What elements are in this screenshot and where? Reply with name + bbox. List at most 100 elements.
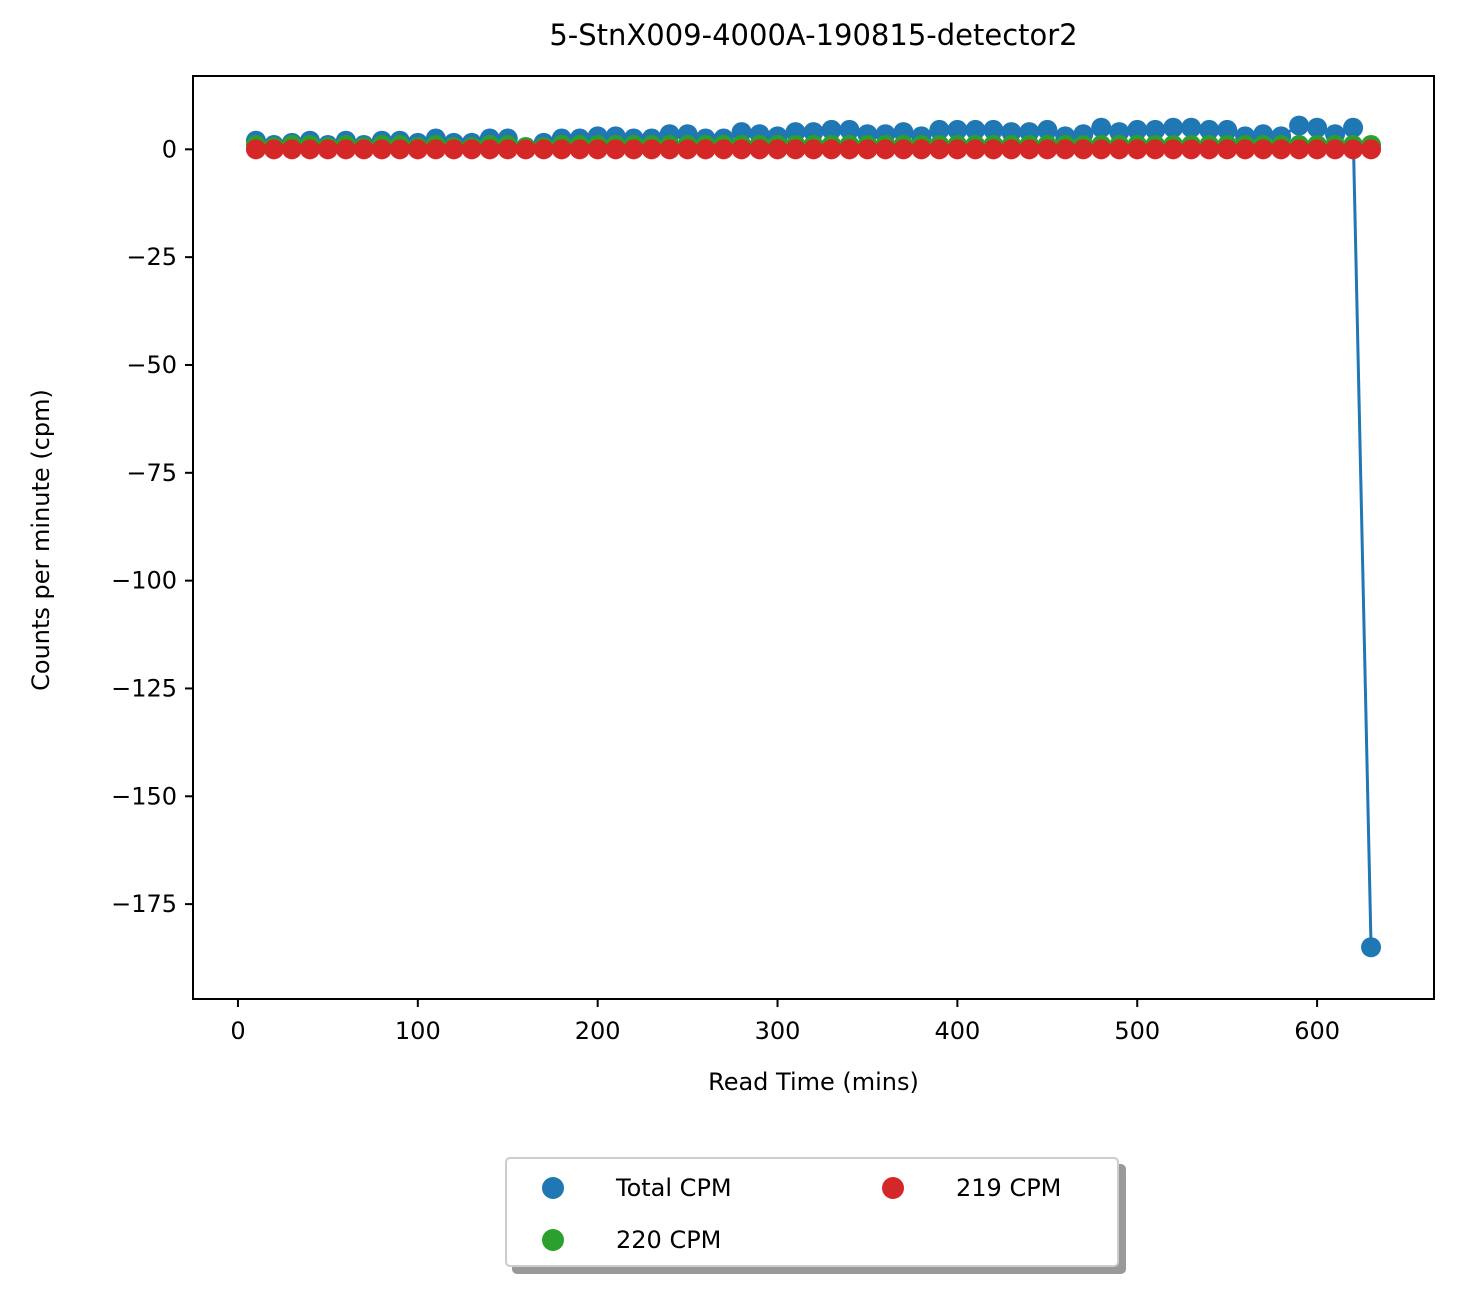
point-total-cpm	[1163, 117, 1184, 138]
point-219-cpm	[893, 139, 914, 160]
point-219-cpm	[749, 139, 770, 160]
point-total-cpm	[1181, 117, 1202, 138]
point-219-cpm	[731, 139, 752, 160]
point-total-cpm	[821, 119, 842, 140]
point-219-cpm	[317, 139, 338, 160]
x-tick-label: 500	[1114, 1017, 1160, 1045]
legend: Total CPM 220 CPM 219 CPM	[505, 1157, 1119, 1267]
point-219-cpm	[533, 139, 554, 160]
point-219-cpm	[569, 139, 590, 160]
point-219-cpm	[677, 139, 698, 160]
point-219-cpm	[965, 139, 986, 160]
point-total-cpm	[1145, 119, 1166, 140]
x-tick-label: 400	[934, 1017, 980, 1045]
point-219-cpm	[1073, 139, 1094, 160]
point-total-cpm	[1037, 119, 1058, 140]
chart-marks	[245, 115, 1382, 958]
point-total-cpm	[965, 119, 986, 140]
point-219-cpm	[821, 139, 842, 160]
point-total-cpm	[1217, 119, 1238, 140]
point-219-cpm	[353, 139, 374, 160]
point-219-cpm	[479, 139, 500, 160]
y-axis-label: Counts per minute (cpm)	[27, 389, 55, 691]
point-219-cpm	[641, 139, 662, 160]
point-219-cpm	[1163, 139, 1184, 160]
point-219-cpm	[875, 139, 896, 160]
point-219-cpm	[839, 139, 860, 160]
point-219-cpm	[281, 139, 302, 160]
point-total-cpm	[1289, 115, 1310, 136]
plot-frame	[192, 75, 1435, 1000]
point-219-cpm	[1199, 139, 1220, 160]
point-219-cpm	[1001, 139, 1022, 160]
point-219-cpm	[245, 139, 266, 160]
point-219-cpm	[1091, 139, 1112, 160]
point-total-cpm	[947, 119, 968, 140]
y-tick-label: −25	[126, 243, 177, 271]
legend-marker-220	[542, 1229, 564, 1251]
point-219-cpm	[1361, 139, 1382, 160]
point-219-cpm	[767, 139, 788, 160]
legend-item-total: Total CPM	[542, 1171, 732, 1205]
legend-label-220: 220 CPM	[616, 1226, 722, 1254]
point-219-cpm	[1181, 139, 1202, 160]
point-219-cpm	[947, 139, 968, 160]
point-219-cpm	[461, 139, 482, 160]
point-219-cpm	[1271, 139, 1292, 160]
point-219-cpm	[1037, 139, 1058, 160]
legend-item-220: 220 CPM	[542, 1223, 721, 1257]
point-total-cpm	[1307, 117, 1328, 138]
point-219-cpm	[803, 139, 824, 160]
y-tick-label: −175	[111, 890, 177, 918]
x-tick-label: 200	[575, 1017, 621, 1045]
point-219-cpm	[371, 139, 392, 160]
x-tick-label: 0	[230, 1017, 245, 1045]
point-219-cpm	[1253, 139, 1274, 160]
point-219-cpm	[659, 139, 680, 160]
point-219-cpm	[623, 139, 644, 160]
legend-item-219: 219 CPM	[882, 1171, 1061, 1205]
point-219-cpm	[515, 139, 536, 160]
x-tick-label: 600	[1294, 1017, 1340, 1045]
point-total-cpm	[1127, 119, 1148, 140]
y-tick-label: −100	[111, 567, 177, 595]
chart-title: 5-StnX009-4000A-190815-detector2	[549, 18, 1078, 52]
point-219-cpm	[551, 139, 572, 160]
point-219-cpm	[497, 139, 518, 160]
point-219-cpm	[1145, 139, 1166, 160]
point-219-cpm	[335, 139, 356, 160]
point-219-cpm	[263, 139, 284, 160]
x-tick-label: 300	[755, 1017, 801, 1045]
point-total-cpm	[1199, 119, 1220, 140]
point-219-cpm	[695, 139, 716, 160]
y-tick-label: −50	[126, 351, 177, 379]
point-total-cpm	[929, 119, 950, 140]
point-219-cpm	[587, 139, 608, 160]
x-tick-label: 100	[395, 1017, 441, 1045]
point-219-cpm	[443, 139, 464, 160]
legend-marker-219	[882, 1177, 904, 1199]
point-219-cpm	[425, 139, 446, 160]
point-total-cpm	[1091, 117, 1112, 138]
point-219-cpm	[857, 139, 878, 160]
point-219-cpm	[1055, 139, 1076, 160]
point-219-cpm	[1217, 139, 1238, 160]
point-total-cpm	[983, 119, 1004, 140]
point-219-cpm	[911, 139, 932, 160]
series-line-total-cpm	[255, 124, 1373, 948]
point-219-cpm	[389, 139, 410, 160]
point-total-cpm	[1361, 937, 1382, 958]
point-219-cpm	[713, 139, 734, 160]
y-tick-label: −75	[126, 459, 177, 487]
y-tick-label: −125	[111, 674, 177, 702]
point-219-cpm	[1307, 139, 1328, 160]
point-219-cpm	[1289, 139, 1310, 160]
point-219-cpm	[299, 139, 320, 160]
point-219-cpm	[1109, 139, 1130, 160]
point-219-cpm	[983, 139, 1004, 160]
y-tick-label: 0	[162, 135, 177, 163]
point-219-cpm	[605, 139, 626, 160]
point-219-cpm	[785, 139, 806, 160]
point-219-cpm	[929, 139, 950, 160]
